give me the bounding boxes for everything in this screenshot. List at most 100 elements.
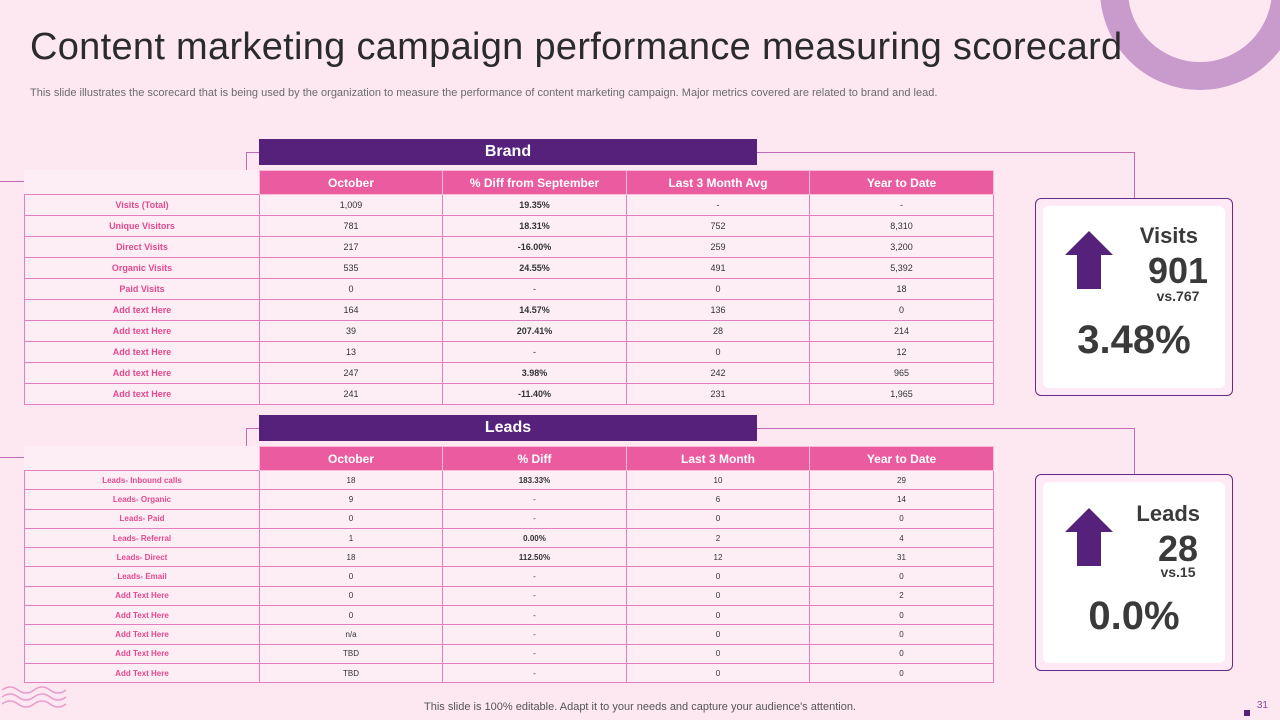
leads-table: October % Diff Last 3 Month Year to Date… <box>24 446 994 684</box>
ytd-cell: 214 <box>809 320 994 342</box>
connector-line <box>246 152 247 182</box>
row-label: Leads- Organic <box>24 489 260 510</box>
october-cell: 0 <box>259 508 443 529</box>
row-label: Add Text Here <box>24 662 260 684</box>
avg-cell: 28 <box>626 320 810 342</box>
avg-cell: 242 <box>626 362 810 384</box>
table-row: Add Text Here 0-0 2 <box>24 585 994 607</box>
page-marker <box>1244 710 1250 716</box>
column-header: Year to Date <box>809 170 994 195</box>
connector-line <box>0 181 24 182</box>
row-label: Leads- Paid <box>24 508 260 529</box>
visits-card-panel: Visits 901 vs.767 3.48% <box>1043 206 1225 388</box>
brand-table: October % Diff from September Last 3 Mon… <box>24 170 994 405</box>
row-label: Direct Visits <box>24 236 260 258</box>
october-cell: 9 <box>259 489 443 510</box>
avg-cell: 0 <box>626 624 810 645</box>
row-label: Add text Here <box>24 299 260 321</box>
arrow-up-icon <box>1065 508 1113 566</box>
visits-label: Visits <box>1139 223 1198 248</box>
column-header: Last 3 Month Avg <box>626 170 810 195</box>
row-label: Add Text Here <box>24 605 260 626</box>
visits-value: 901 <box>1147 250 1209 291</box>
page-subtitle: This slide illustrates the scorecard tha… <box>30 87 938 99</box>
diff-cell: - <box>442 341 627 363</box>
avg-cell: 0 <box>626 278 810 300</box>
table-row: Add Text Here TBD -0 0 <box>24 662 994 684</box>
diff-cell: - <box>442 566 627 587</box>
column-header: Year to Date <box>809 446 994 471</box>
table-row: Add Text Here 0-0 0 <box>24 605 994 626</box>
ytd-cell: 14 <box>809 489 994 510</box>
avg-cell: 0 <box>626 585 810 607</box>
ytd-cell: 3,200 <box>809 236 994 258</box>
blank-header-cell <box>25 171 260 195</box>
october-cell: 39 <box>259 320 443 342</box>
leads-comparison: vs.15 <box>1160 564 1196 580</box>
october-cell: TBD <box>259 662 443 684</box>
diff-cell: 0.00% <box>442 527 627 549</box>
diff-cell: - <box>442 662 627 684</box>
ytd-cell: 0 <box>809 662 994 684</box>
leads-label: Leads <box>1136 501 1200 526</box>
diff-cell: - <box>442 508 627 529</box>
october-cell: 247 <box>259 362 443 384</box>
leads-value: 28 <box>1157 528 1199 569</box>
october-cell: 0 <box>259 278 443 300</box>
row-label: Leads- Referral <box>24 527 260 549</box>
diff-cell: 24.55% <box>442 257 627 279</box>
avg-cell: 0 <box>626 605 810 626</box>
diff-cell: -11.40% <box>442 383 627 405</box>
visits-percent: 3.48% <box>1077 318 1191 362</box>
diff-cell: - <box>442 624 627 645</box>
ytd-cell: 4 <box>809 527 994 549</box>
table-row: Add text Here 241 -11.40% 231 1,965 <box>24 383 994 405</box>
avg-cell: 491 <box>626 257 810 279</box>
diff-cell: 3.98% <box>442 362 627 384</box>
table-row: Add Text Here TBD -0 0 <box>24 643 994 664</box>
decorative-ring <box>1100 0 1280 90</box>
avg-cell: 6 <box>626 489 810 510</box>
ytd-cell: 31 <box>809 547 994 568</box>
connector-line <box>246 428 259 429</box>
ytd-cell: 29 <box>809 469 994 491</box>
wave-decoration <box>2 686 67 708</box>
ytd-cell: 0 <box>809 566 994 587</box>
avg-cell: 12 <box>626 547 810 568</box>
avg-cell: 0 <box>626 566 810 587</box>
leads-card-panel: Leads 28 vs.15 0.0% <box>1043 482 1225 663</box>
avg-cell: 136 <box>626 299 810 321</box>
connector-line <box>1134 428 1135 474</box>
column-header: October <box>259 170 443 195</box>
ytd-cell: 8,310 <box>809 215 994 237</box>
october-cell: TBD <box>259 643 443 664</box>
table-row: Leads- Paid 0-0 0 <box>24 508 994 529</box>
row-label: Add text Here <box>24 320 260 342</box>
table-row: Direct Visits 217 -16.00% 259 3,200 <box>24 236 994 258</box>
avg-cell: 2 <box>626 527 810 549</box>
table-row: Add text Here 164 14.57% 136 0 <box>24 299 994 321</box>
row-label: Leads- Inbound calls <box>24 469 260 491</box>
october-cell: 13 <box>259 341 443 363</box>
table-row: Leads- Referral 1 0.00% 2 4 <box>24 527 994 549</box>
page-title: Content marketing campaign performance m… <box>30 26 1123 68</box>
row-label: Organic Visits <box>24 257 260 279</box>
october-cell: 241 <box>259 383 443 405</box>
table-row: Organic Visits 535 24.55% 491 5,392 <box>24 257 994 279</box>
october-cell: 535 <box>259 257 443 279</box>
connector-line <box>757 152 1134 153</box>
avg-cell: 0 <box>626 508 810 529</box>
avg-cell: - <box>626 194 810 216</box>
avg-cell: 259 <box>626 236 810 258</box>
ytd-cell: 12 <box>809 341 994 363</box>
ytd-cell: 18 <box>809 278 994 300</box>
arrow-up-icon <box>1065 231 1113 289</box>
column-header: % Diff from September <box>442 170 627 195</box>
diff-cell: 183.33% <box>442 469 627 491</box>
table-row: Paid Visits 0-0 18 <box>24 278 994 300</box>
october-cell: 0 <box>259 605 443 626</box>
table-row: Add Text Here n/a -0 0 <box>24 624 994 645</box>
avg-cell: 0 <box>626 662 810 684</box>
ytd-cell: 0 <box>809 299 994 321</box>
connector-line <box>757 428 1134 429</box>
